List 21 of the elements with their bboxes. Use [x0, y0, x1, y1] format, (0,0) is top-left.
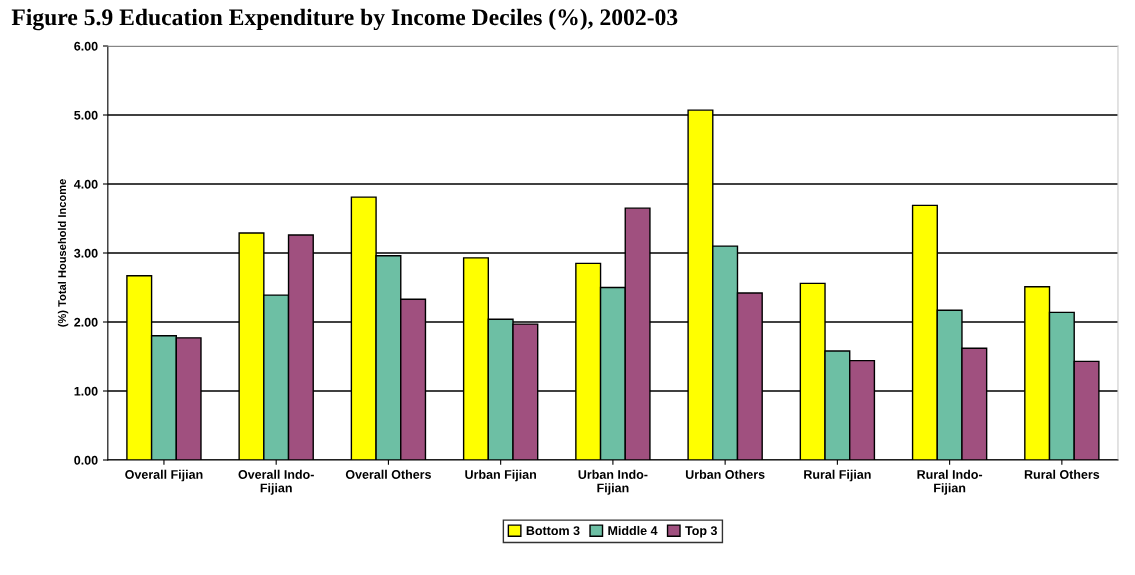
x-tick-label: Rural Indo- Fijian — [917, 469, 983, 495]
y-tick-label: 3.00 — [74, 248, 98, 258]
y-tick-label: 2.00 — [74, 317, 98, 327]
legend-label: Middle 4 — [608, 525, 658, 536]
x-tick-label: Urban Indo- Fijian — [578, 469, 648, 495]
y-tick-label: 5.00 — [74, 110, 98, 120]
legend-label: Bottom 3 — [526, 526, 580, 536]
x-tick-label: Urban Others — [685, 469, 765, 479]
chart-title: Figure 5.9 Education Expenditure by Income Deciles (%), 2002-03 — [11, 8, 678, 31]
x-tick-label: Rural Fijian — [804, 469, 871, 482]
x-tick-label: Overall Others — [345, 469, 431, 479]
y-tick-label: 4.00 — [73, 179, 98, 189]
x-tick-label: Overall Indo- Fijian — [238, 469, 314, 495]
legend-label: Top 3 — [685, 526, 717, 538]
x-tick-label: Urban Fijian — [465, 469, 536, 482]
x-tick-label: Overall Fijian — [125, 469, 203, 482]
y-tick-label: 1.00 — [74, 386, 98, 396]
x-tick-label: Rural Others — [1024, 469, 1100, 479]
y-axis-title: (%) Total Household Income — [57, 179, 69, 327]
y-tick-label: 0.00 — [74, 455, 98, 465]
y-tick-label: 6.00 — [74, 41, 98, 51]
